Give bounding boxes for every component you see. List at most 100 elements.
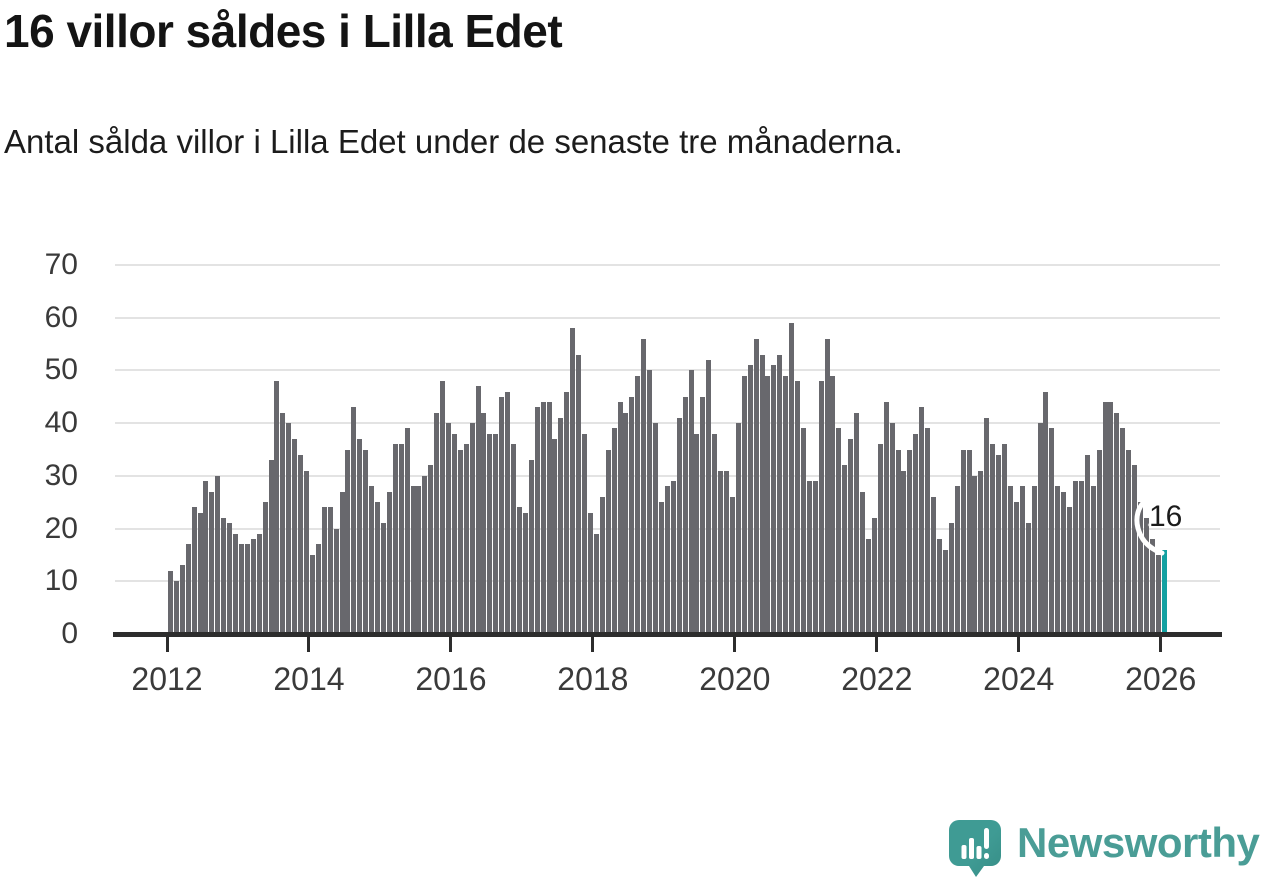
bar <box>369 486 375 634</box>
bar <box>534 407 540 634</box>
bar <box>1084 454 1090 634</box>
bar <box>446 423 451 634</box>
bar <box>511 444 517 634</box>
bar <box>718 470 724 634</box>
bar <box>960 449 966 634</box>
bar <box>907 449 913 634</box>
bar <box>871 518 877 634</box>
bar <box>617 402 623 634</box>
bar <box>304 470 310 634</box>
bar <box>605 449 611 634</box>
bar <box>806 481 812 634</box>
bar <box>410 486 416 634</box>
speech-bubble-shape <box>949 820 1001 877</box>
x-tick-label: 2024 <box>983 661 1055 697</box>
bar <box>1096 449 1102 634</box>
bar <box>800 428 806 634</box>
bar <box>1078 481 1084 634</box>
y-tick-label: 30 <box>44 458 78 492</box>
bar <box>611 428 617 634</box>
bar <box>966 449 972 634</box>
highlighted-bar <box>1161 549 1167 634</box>
bar <box>759 354 765 634</box>
y-tick-label: 50 <box>44 353 78 387</box>
bar <box>1002 444 1007 634</box>
bar <box>570 328 576 634</box>
bar <box>215 475 221 634</box>
bar <box>735 423 741 634</box>
bar <box>836 428 842 634</box>
bar <box>1019 486 1025 634</box>
bar <box>931 496 937 634</box>
bar <box>315 544 321 634</box>
bar <box>990 444 996 634</box>
bar <box>777 354 783 634</box>
newsworthy-logo-icon <box>949 820 1001 877</box>
bar <box>505 391 511 634</box>
bar <box>203 481 209 634</box>
bar <box>670 481 676 634</box>
bar <box>794 380 800 634</box>
chart-title: 16 villor såldes i Lilla Edet <box>4 5 563 57</box>
bar <box>1061 491 1067 634</box>
x-axis-tick <box>449 637 453 652</box>
bar <box>984 417 990 634</box>
annotation-leader-line <box>1134 494 1165 556</box>
bar <box>883 402 889 634</box>
logo-chart-bar-3 <box>976 846 982 859</box>
bar <box>522 512 528 634</box>
x-tick-label: 2022 <box>841 661 913 697</box>
x-tick-label: 2016 <box>415 661 487 697</box>
bar <box>753 338 759 634</box>
bar <box>173 581 179 634</box>
bar <box>1043 391 1049 634</box>
bar <box>771 365 777 634</box>
bar <box>593 533 599 634</box>
bar <box>812 481 818 634</box>
y-tick-label: 40 <box>44 406 78 440</box>
bar <box>386 491 392 634</box>
x-tick-label: 2020 <box>699 661 771 697</box>
bar <box>658 502 664 634</box>
bar <box>469 423 475 634</box>
bar <box>599 496 605 634</box>
bar <box>487 433 493 634</box>
bar <box>842 465 848 634</box>
bar <box>345 449 351 634</box>
bar <box>333 528 339 634</box>
x-axis-tick <box>1017 637 1021 652</box>
bar <box>700 396 706 634</box>
bar <box>587 512 593 634</box>
bar <box>197 512 203 634</box>
bar <box>1031 486 1037 634</box>
bar <box>741 375 747 634</box>
bar <box>380 523 386 634</box>
bar <box>280 412 286 634</box>
bar <box>712 433 718 634</box>
bar <box>860 491 866 634</box>
bar <box>582 433 588 634</box>
bar <box>357 438 363 634</box>
bar <box>475 386 481 634</box>
bar <box>1090 486 1096 634</box>
bar <box>286 423 292 634</box>
bar <box>653 423 659 634</box>
bar <box>398 444 404 634</box>
x-axis-tick <box>591 637 595 652</box>
bar <box>1067 507 1073 634</box>
bar <box>1114 412 1120 634</box>
bar <box>440 380 446 634</box>
bar <box>238 544 244 634</box>
bar <box>824 338 830 634</box>
bar <box>185 544 191 634</box>
bar <box>747 365 753 634</box>
x-tick-label: 2012 <box>131 661 203 697</box>
bar <box>865 539 871 634</box>
bar <box>647 370 653 634</box>
logo-chart-bar-1 <box>961 845 967 859</box>
bar <box>499 396 505 634</box>
bar <box>1049 428 1055 634</box>
bar <box>564 391 570 634</box>
x-axis-tick <box>307 637 311 652</box>
gridline <box>115 264 1220 267</box>
